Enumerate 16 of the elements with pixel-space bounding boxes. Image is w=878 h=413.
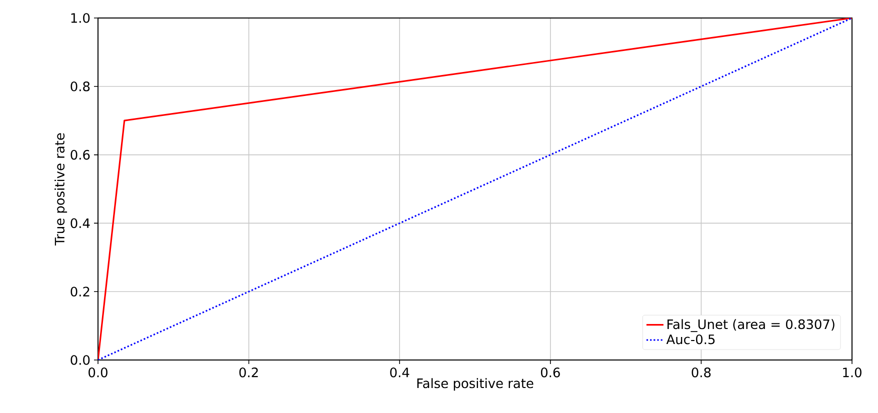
x-tick-label: 0.0 <box>88 368 108 378</box>
y-tick-label: 0.6 <box>70 150 90 160</box>
y-tick-label: 0.8 <box>70 82 90 92</box>
y-tick-label: 1.0 <box>71 13 90 23</box>
x-tick-label: 1.0 <box>843 368 862 378</box>
x-tick-label: 0.4 <box>390 368 410 378</box>
x-tick-label: 0.6 <box>540 368 560 378</box>
y-tick-label: 0.4 <box>70 218 90 228</box>
y-tick-label: 0.2 <box>70 286 90 296</box>
x-tick-label: 0.8 <box>692 368 711 378</box>
legend-label: Fals_Unet (area = 0.8307) <box>668 319 834 332</box>
legend-label: Auc-0.5 <box>666 334 715 344</box>
x-axis-title: False positive rate <box>417 378 534 391</box>
y-axis-title: True positive rate <box>54 133 68 246</box>
y-tick-label: 0.0 <box>70 355 90 365</box>
x-tick-label: 0.2 <box>239 368 258 378</box>
